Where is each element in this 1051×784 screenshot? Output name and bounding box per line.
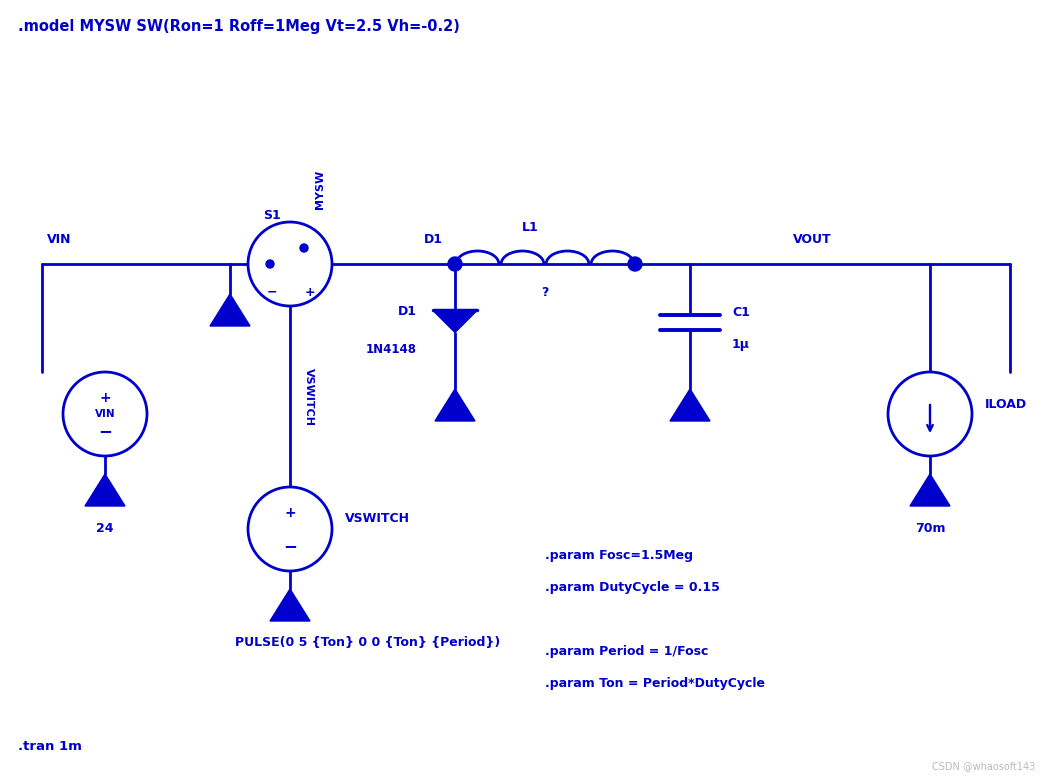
Text: D1: D1 — [424, 233, 444, 246]
Text: L1: L1 — [521, 221, 538, 234]
Text: +: + — [305, 285, 315, 299]
Circle shape — [248, 222, 332, 306]
Text: 1μ: 1μ — [731, 338, 749, 351]
Text: +: + — [99, 391, 110, 405]
Polygon shape — [910, 474, 950, 506]
Text: VIN: VIN — [47, 233, 71, 246]
Text: C1: C1 — [731, 306, 749, 319]
Text: −: − — [283, 537, 297, 555]
Text: ?: ? — [541, 286, 549, 299]
Text: S1: S1 — [263, 209, 281, 222]
Text: VSWITCH: VSWITCH — [304, 368, 314, 426]
Text: 70m: 70m — [914, 521, 945, 535]
Text: −: − — [267, 285, 277, 299]
Circle shape — [888, 372, 972, 456]
Polygon shape — [85, 474, 125, 506]
Text: VSWITCH: VSWITCH — [345, 513, 410, 525]
Text: 1N4148: 1N4148 — [366, 343, 417, 356]
Polygon shape — [270, 589, 310, 621]
Circle shape — [300, 244, 308, 252]
Text: .param Ton = Period*DutyCycle: .param Ton = Period*DutyCycle — [545, 677, 765, 690]
Circle shape — [628, 257, 642, 271]
Text: CSDN @whaosoft143: CSDN @whaosoft143 — [932, 761, 1035, 771]
Text: VIN: VIN — [95, 409, 116, 419]
Polygon shape — [669, 389, 710, 421]
Circle shape — [63, 372, 147, 456]
Text: PULSE(0 5 {Ton} 0 0 {Ton} {Period}): PULSE(0 5 {Ton} 0 0 {Ton} {Period}) — [235, 637, 500, 649]
Polygon shape — [210, 294, 250, 326]
Polygon shape — [435, 389, 475, 421]
Text: +: + — [284, 506, 295, 520]
Polygon shape — [433, 310, 477, 332]
Text: D1: D1 — [398, 305, 417, 318]
Text: .model MYSW SW(Ron=1 Roff=1Meg Vt=2.5 Vh=-0.2): .model MYSW SW(Ron=1 Roff=1Meg Vt=2.5 Vh… — [18, 19, 460, 34]
Text: MYSW: MYSW — [315, 170, 325, 209]
Circle shape — [448, 257, 462, 271]
Text: .tran 1m: .tran 1m — [18, 739, 82, 753]
Circle shape — [266, 260, 274, 268]
Circle shape — [248, 487, 332, 571]
Text: .param Fosc=1.5Meg: .param Fosc=1.5Meg — [545, 549, 693, 562]
Text: .param Period = 1/Fosc: .param Period = 1/Fosc — [545, 645, 708, 658]
Text: .param DutyCycle = 0.15: .param DutyCycle = 0.15 — [545, 581, 720, 594]
Text: VOUT: VOUT — [794, 233, 831, 246]
Text: 24: 24 — [97, 521, 114, 535]
Text: −: − — [98, 422, 112, 440]
Text: ILOAD: ILOAD — [985, 397, 1027, 411]
